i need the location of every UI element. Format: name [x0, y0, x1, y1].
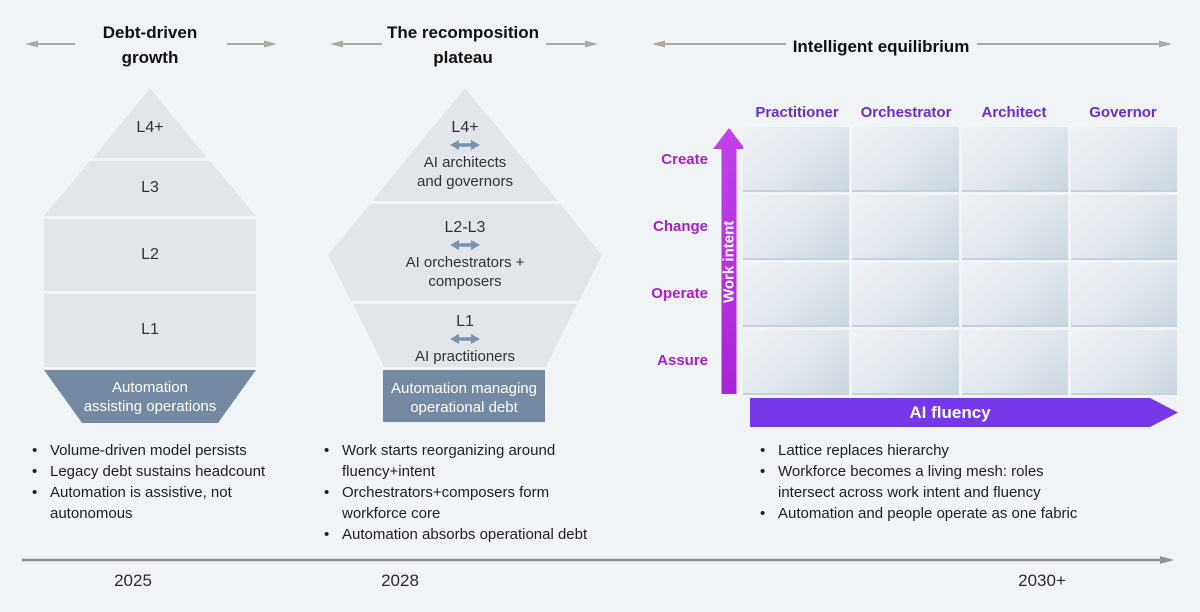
- pyramid-base-label: Automation assisting operations: [83, 379, 217, 415]
- double-headed-arrow-icon: [450, 240, 480, 250]
- diamond-tier: L4+ AI architects and governors: [365, 118, 565, 191]
- matrix-cell: [743, 330, 850, 395]
- pyramid-level-label: L1: [141, 321, 159, 338]
- matrix-row-label: Operate: [651, 285, 708, 302]
- matrix-cell: [1070, 127, 1177, 192]
- pyramid-level-label: L2: [141, 246, 159, 263]
- matrix-cell: [852, 330, 959, 395]
- left-arrow-icon: [25, 40, 75, 48]
- phase3-title: Intelligent equilibrium: [792, 37, 970, 56]
- matrix-row-label: Change: [652, 218, 708, 235]
- bullet-item: Automation is assistive, not autonomous: [30, 482, 280, 524]
- timeline-year: 2030+: [1018, 571, 1066, 590]
- matrix-row-label: Create: [661, 151, 708, 168]
- matrix-cell: [852, 262, 959, 328]
- matrix-cell: [961, 194, 1068, 260]
- matrix-cell: [1070, 262, 1177, 328]
- diamond-tier: L2-L3 AI orchestrators + composers: [365, 218, 565, 291]
- right-arrow-icon: [546, 40, 598, 48]
- tier-level-label: L4+: [451, 119, 479, 136]
- tier-role-label: AI practitioners: [414, 348, 516, 365]
- diamond-base-label: Automation managing operational debt: [391, 380, 537, 416]
- diamond-tier: L1 AI practitioners: [365, 312, 565, 366]
- right-arrow-bar-icon: [750, 398, 1178, 427]
- bullet-item: Automation absorbs operational debt: [322, 524, 607, 545]
- timeline-year: 2025: [114, 571, 152, 590]
- phase2-title: The recomposition plateau: [386, 23, 540, 67]
- tier-level-label: L2-L3: [444, 219, 486, 236]
- matrix-cell: [852, 194, 959, 260]
- left-arrow-icon: [330, 40, 382, 48]
- matrix-cell: [1070, 194, 1177, 260]
- pyramid-level-label: L3: [141, 179, 159, 196]
- bullet-item: Automation and people operate as one fab…: [758, 503, 1103, 524]
- matrix-row-label: Assure: [657, 352, 708, 369]
- matrix-cell: [1070, 330, 1177, 395]
- matrix-cell: [961, 127, 1068, 192]
- tier-role-label: AI architects and governors: [417, 154, 513, 190]
- matrix-column-label: Governor: [1089, 104, 1157, 121]
- phase2-bullets: Work starts reorganizing around fluency+…: [322, 440, 607, 545]
- y-axis-label: Work intent: [720, 220, 738, 304]
- matrix-column-label: Orchestrator: [860, 104, 952, 121]
- matrix-cell: [961, 330, 1068, 395]
- double-headed-arrow-icon: [450, 334, 480, 344]
- double-headed-arrow-icon: [450, 140, 480, 150]
- right-arrow-icon: [977, 40, 1172, 48]
- tier-role-label: AI orchestrators + composers: [405, 254, 525, 290]
- left-arrow-icon: [652, 40, 786, 48]
- matrix-grid: [743, 127, 1177, 395]
- bullet-item: Legacy debt sustains headcount: [30, 461, 280, 482]
- x-axis-label: AI fluency: [909, 402, 991, 422]
- phase1-bullets: Volume-driven model persists Legacy debt…: [30, 440, 280, 524]
- bullet-item: Lattice replaces hierarchy: [758, 440, 1103, 461]
- matrix-cell: [743, 194, 850, 260]
- matrix-cell: [852, 127, 959, 192]
- phase1-title: Debt-driven growth: [102, 23, 198, 67]
- timeline-year: 2028: [381, 571, 419, 590]
- matrix-cell: [743, 127, 850, 192]
- matrix-cell: [743, 262, 850, 328]
- right-arrow-icon: [227, 40, 277, 48]
- bullet-item: Workforce becomes a living mesh: roles i…: [758, 461, 1103, 503]
- up-arrow-icon: [713, 128, 745, 394]
- matrix-column-label: Practitioner: [755, 104, 839, 121]
- pyramid-shape: [44, 88, 256, 423]
- phase3-bullets: Lattice replaces hierarchy Workforce bec…: [758, 440, 1103, 524]
- bullet-item: Work starts reorganizing around fluency+…: [322, 440, 607, 482]
- pyramid-level-label: L4+: [136, 119, 164, 136]
- timeline-arrow-icon: [22, 556, 1174, 564]
- matrix-cell: [961, 262, 1068, 328]
- matrix-column-label: Architect: [981, 104, 1047, 121]
- bullet-item: Volume-driven model persists: [30, 440, 280, 461]
- tier-level-label: L1: [456, 313, 474, 330]
- bullet-item: Orchestrators+composers form workforce c…: [322, 482, 607, 524]
